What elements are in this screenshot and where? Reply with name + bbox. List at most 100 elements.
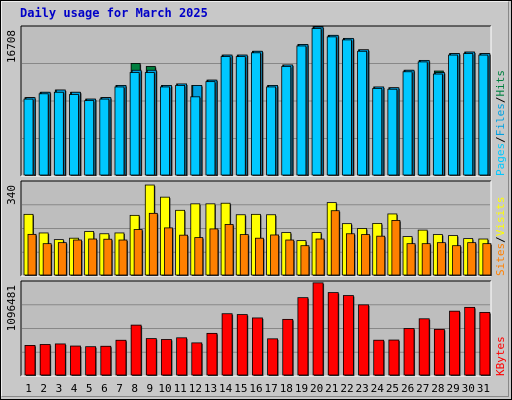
y-max-label: 340 bbox=[5, 185, 18, 205]
kbytes-bar bbox=[388, 339, 400, 376]
pages-bar bbox=[357, 50, 367, 176]
x-tick-label: 19 bbox=[295, 382, 308, 395]
x-tick-label: 1 bbox=[25, 382, 32, 395]
pages-bar bbox=[417, 61, 428, 176]
pages-bar bbox=[129, 72, 140, 176]
kbytes-bar bbox=[312, 282, 324, 376]
x-tick-label: 8 bbox=[131, 382, 138, 395]
sites-bar bbox=[73, 239, 82, 276]
legend-pages: Pages bbox=[494, 143, 507, 176]
x-tick-label: 6 bbox=[101, 382, 108, 395]
pages-bar bbox=[432, 73, 443, 176]
x-tick-label: 17 bbox=[265, 382, 278, 395]
sites-bar bbox=[194, 237, 204, 276]
x-tick-label: 4 bbox=[71, 382, 78, 395]
pages-bar bbox=[341, 39, 352, 176]
kbytes-bar bbox=[70, 345, 81, 376]
pages-bar bbox=[251, 52, 261, 176]
kbytes-bar bbox=[85, 346, 97, 376]
sites-bar bbox=[315, 238, 325, 276]
chart-title: Daily usage for March 2025 bbox=[20, 6, 208, 20]
x-tick-label: 24 bbox=[371, 382, 385, 395]
sites-bar bbox=[57, 242, 67, 276]
sites-bar bbox=[285, 239, 295, 276]
sites-bar bbox=[103, 238, 113, 276]
pages-bar bbox=[114, 86, 125, 176]
pages-bar bbox=[463, 53, 474, 176]
legend-label: Pages/Files/Hits bbox=[494, 70, 507, 176]
pages-bar bbox=[326, 36, 337, 176]
kbytes-bar bbox=[206, 332, 218, 376]
kbytes-bar bbox=[267, 338, 278, 376]
x-tick-label: 29 bbox=[446, 382, 459, 395]
sites-bar bbox=[270, 234, 279, 276]
sites-bar bbox=[42, 243, 52, 276]
legend-files: Files bbox=[494, 103, 507, 136]
sites-bar bbox=[27, 233, 37, 276]
kbytes-bar bbox=[297, 297, 309, 376]
kbytes-bar bbox=[282, 318, 294, 376]
y-max-label: 1096481 bbox=[5, 285, 18, 331]
pages-bar bbox=[23, 98, 34, 176]
sites-bar bbox=[345, 233, 355, 276]
kbytes-bar bbox=[176, 337, 188, 376]
y-max-label: 16708 bbox=[5, 30, 18, 63]
x-tick-label: 21 bbox=[325, 382, 338, 395]
sites-bar bbox=[436, 242, 446, 276]
pages-bar bbox=[205, 81, 216, 176]
sites-bar bbox=[391, 220, 401, 276]
pages-bar bbox=[69, 94, 79, 176]
sites-bar bbox=[133, 229, 143, 276]
pages-bar bbox=[144, 72, 155, 176]
sites-bar bbox=[467, 242, 477, 276]
x-tick-label: 27 bbox=[416, 382, 429, 395]
kbytes-bar bbox=[252, 317, 263, 376]
x-tick-label: 12 bbox=[189, 382, 202, 395]
pages-bar bbox=[296, 45, 307, 176]
legend-kbytes: KBytes bbox=[494, 336, 507, 376]
x-tick-label: 23 bbox=[356, 382, 369, 395]
x-tick-label: 28 bbox=[431, 382, 444, 395]
legend-sites: Sites bbox=[494, 243, 507, 276]
sites-bar bbox=[118, 239, 128, 276]
legend-label: KBytes bbox=[494, 336, 507, 376]
sites-bar bbox=[148, 212, 158, 276]
kbytes-bar bbox=[161, 339, 172, 376]
sites-bar bbox=[255, 237, 264, 276]
kbytes-bar bbox=[221, 313, 233, 376]
kbytes-bar bbox=[464, 306, 476, 376]
sites-bar bbox=[179, 234, 189, 276]
x-tick-label: 16 bbox=[249, 382, 262, 395]
kbytes-bar bbox=[130, 324, 142, 376]
pages-bar bbox=[387, 88, 398, 176]
pages-bar bbox=[160, 86, 170, 176]
kbytes-bar bbox=[191, 342, 203, 376]
x-tick-label: 10 bbox=[158, 382, 171, 395]
sites-bar bbox=[452, 245, 461, 276]
kbytes-bar bbox=[403, 328, 415, 376]
pages-bar bbox=[311, 28, 322, 176]
x-tick-label: 5 bbox=[86, 382, 93, 395]
sites-bar bbox=[421, 243, 431, 276]
pages-bar bbox=[266, 86, 276, 176]
kbytes-bar bbox=[24, 345, 36, 376]
kbytes-bar bbox=[236, 314, 248, 376]
x-tick-label: 7 bbox=[116, 382, 123, 395]
x-tick-label: 22 bbox=[340, 382, 353, 395]
x-tick-label: 15 bbox=[234, 382, 247, 395]
sites-bar bbox=[224, 224, 234, 276]
x-tick-label: 25 bbox=[386, 382, 399, 395]
sites-bar bbox=[209, 228, 219, 276]
x-tick-label: 18 bbox=[280, 382, 293, 395]
pages-bar bbox=[84, 100, 95, 176]
pages-bar bbox=[235, 56, 246, 176]
pages-bar bbox=[99, 98, 110, 176]
pages-bar bbox=[220, 56, 231, 176]
kbytes-bar bbox=[373, 339, 385, 376]
kbytes-bar bbox=[327, 292, 339, 376]
sites-bar bbox=[361, 234, 370, 276]
kbytes-bar bbox=[418, 318, 430, 376]
legend-hits: Hits bbox=[494, 70, 507, 97]
